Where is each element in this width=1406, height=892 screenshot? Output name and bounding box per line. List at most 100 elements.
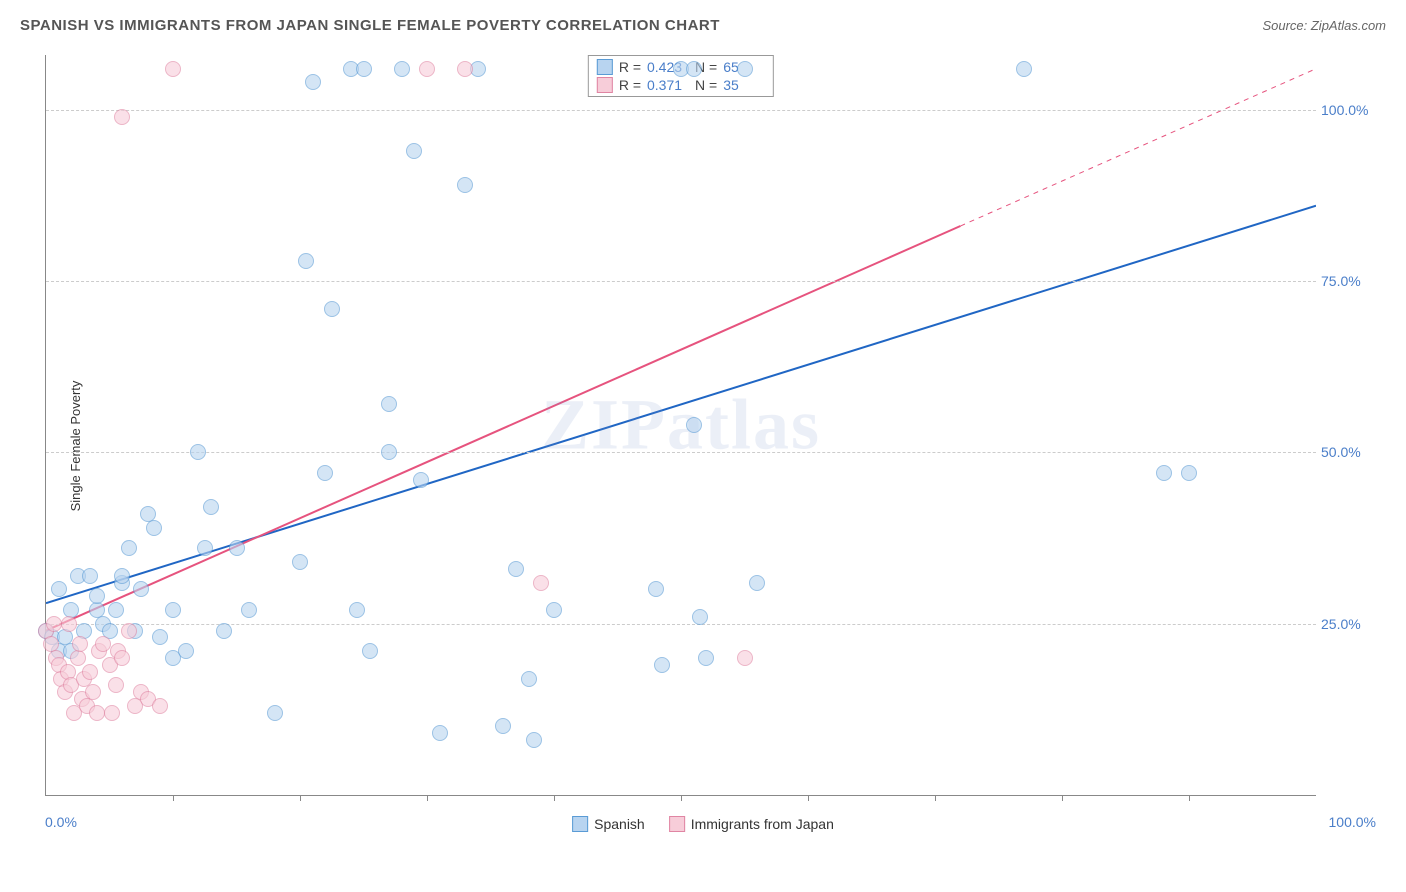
- chart-title: SPANISH VS IMMIGRANTS FROM JAPAN SINGLE …: [20, 17, 720, 34]
- x-tick: [1189, 795, 1190, 801]
- data-point: [457, 61, 473, 77]
- legend-item: Spanish: [572, 816, 645, 832]
- legend-swatch: [669, 816, 685, 832]
- bottom-legend: Spanish Immigrants from Japan: [572, 816, 834, 832]
- data-point: [432, 725, 448, 741]
- data-point: [317, 465, 333, 481]
- data-point: [526, 732, 542, 748]
- data-point: [324, 301, 340, 317]
- trend-line-dashed: [960, 69, 1316, 226]
- data-point: [82, 664, 98, 680]
- data-point: [165, 602, 181, 618]
- legend-swatch: [597, 59, 613, 75]
- stats-row: R =0.371N =35: [597, 76, 765, 94]
- chart-header: SPANISH VS IMMIGRANTS FROM JAPAN SINGLE …: [20, 10, 1386, 40]
- x-tick: [681, 795, 682, 801]
- data-point: [521, 671, 537, 687]
- y-tick-label: 75.0%: [1321, 273, 1376, 289]
- data-point: [1016, 61, 1032, 77]
- data-point: [152, 698, 168, 714]
- data-point: [749, 575, 765, 591]
- data-point: [394, 61, 410, 77]
- x-axis-max-label: 100.0%: [1329, 814, 1376, 830]
- x-tick: [808, 795, 809, 801]
- data-point: [72, 636, 88, 652]
- data-point: [146, 520, 162, 536]
- data-point: [406, 143, 422, 159]
- data-point: [89, 705, 105, 721]
- x-tick: [935, 795, 936, 801]
- data-point: [356, 61, 372, 77]
- data-point: [692, 609, 708, 625]
- stat-r-label: R =: [619, 77, 641, 93]
- x-tick: [300, 795, 301, 801]
- data-point: [114, 568, 130, 584]
- data-point: [95, 636, 111, 652]
- data-point: [305, 74, 321, 90]
- legend-swatch: [572, 816, 588, 832]
- data-point: [533, 575, 549, 591]
- data-point: [85, 684, 101, 700]
- data-point: [495, 718, 511, 734]
- y-tick-label: 50.0%: [1321, 444, 1376, 460]
- data-point: [46, 616, 62, 632]
- data-point: [178, 643, 194, 659]
- data-point: [508, 561, 524, 577]
- data-point: [298, 253, 314, 269]
- legend-swatch: [597, 77, 613, 93]
- trend-line: [46, 226, 960, 631]
- data-point: [82, 568, 98, 584]
- data-point: [241, 602, 257, 618]
- stat-n-value: 35: [723, 77, 765, 93]
- data-point: [381, 444, 397, 460]
- data-point: [197, 540, 213, 556]
- data-point: [114, 109, 130, 125]
- data-point: [546, 602, 562, 618]
- data-point: [292, 554, 308, 570]
- data-point: [362, 643, 378, 659]
- data-point: [686, 417, 702, 433]
- data-point: [413, 472, 429, 488]
- data-point: [108, 602, 124, 618]
- data-point: [133, 581, 149, 597]
- data-point: [190, 444, 206, 460]
- data-point: [267, 705, 283, 721]
- legend-item: Immigrants from Japan: [669, 816, 834, 832]
- x-tick: [554, 795, 555, 801]
- data-point: [1156, 465, 1172, 481]
- data-point: [349, 602, 365, 618]
- data-point: [419, 61, 435, 77]
- scatter-plot-area: ZIPatlas R =0.423N =65R =0.371N =35 25.0…: [45, 55, 1316, 796]
- data-point: [686, 61, 702, 77]
- data-point: [121, 540, 137, 556]
- data-point: [152, 629, 168, 645]
- data-point: [737, 650, 753, 666]
- x-tick: [173, 795, 174, 801]
- data-point: [648, 581, 664, 597]
- stat-r-label: R =: [619, 59, 641, 75]
- gridline-h: [46, 281, 1316, 282]
- data-point: [203, 499, 219, 515]
- data-point: [121, 623, 137, 639]
- trend-lines-svg: [46, 55, 1316, 795]
- gridline-h: [46, 110, 1316, 111]
- legend-label: Spanish: [594, 816, 645, 832]
- data-point: [104, 705, 120, 721]
- data-point: [114, 650, 130, 666]
- chart-source: Source: ZipAtlas.com: [1262, 18, 1386, 33]
- data-point: [654, 657, 670, 673]
- gridline-h: [46, 452, 1316, 453]
- y-tick-label: 100.0%: [1321, 102, 1376, 118]
- data-point: [51, 581, 67, 597]
- data-point: [381, 396, 397, 412]
- data-point: [61, 616, 77, 632]
- data-point: [698, 650, 714, 666]
- gridline-h: [46, 624, 1316, 625]
- stat-n-label: N =: [695, 77, 717, 93]
- legend-label: Immigrants from Japan: [691, 816, 834, 832]
- data-point: [165, 61, 181, 77]
- data-point: [216, 623, 232, 639]
- data-point: [1181, 465, 1197, 481]
- x-axis-min-label: 0.0%: [45, 814, 77, 830]
- data-point: [229, 540, 245, 556]
